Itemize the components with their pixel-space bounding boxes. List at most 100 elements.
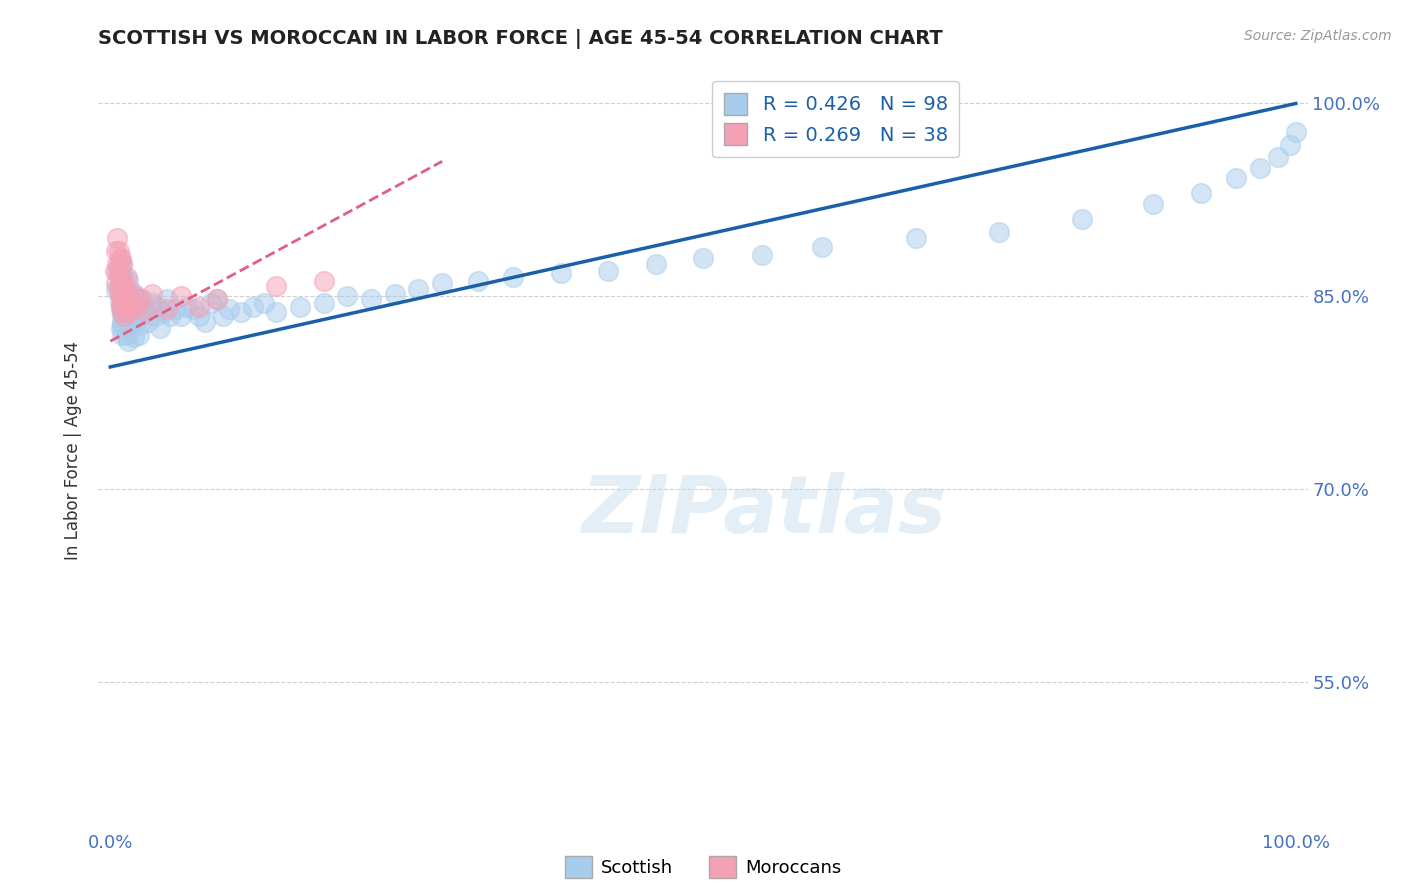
Point [115, 309, 138, 323]
Point [118, 309, 141, 323]
Point [108, 277, 131, 291]
Point [114, 327, 136, 342]
Point [110, 263, 132, 277]
Point [111, 257, 134, 271]
Point [212, 309, 235, 323]
Point [105, 257, 128, 271]
Point [176, 300, 198, 314]
Point [149, 321, 172, 335]
Point [111, 295, 134, 310]
Point [105, 231, 128, 245]
Point [111, 295, 134, 310]
Point [242, 300, 264, 314]
Point [1249, 161, 1271, 175]
Point [1225, 171, 1247, 186]
Point [1267, 151, 1289, 165]
Point [111, 304, 134, 318]
Point [114, 279, 136, 293]
Point [127, 309, 149, 323]
Point [105, 277, 128, 291]
Legend: R = 0.426   N = 98, R = 0.269   N = 38: R = 0.426 N = 98, R = 0.269 N = 38 [711, 81, 959, 157]
Point [129, 318, 152, 332]
Point [181, 302, 204, 317]
Point [644, 257, 666, 271]
Point [751, 248, 773, 262]
Point [112, 286, 135, 301]
Point [110, 251, 132, 265]
Point [122, 286, 145, 301]
Point [108, 295, 131, 310]
Point [110, 277, 132, 291]
Point [105, 283, 128, 297]
Point [122, 289, 145, 303]
Point [110, 321, 132, 335]
Point [141, 295, 163, 310]
Point [1189, 186, 1212, 201]
Point [253, 295, 276, 310]
Point [384, 286, 406, 301]
Point [128, 327, 150, 342]
Y-axis label: In Labor Force | Age 45-54: In Labor Force | Age 45-54 [65, 341, 83, 560]
Point [312, 295, 335, 310]
Point [112, 292, 135, 306]
Point [432, 277, 454, 291]
Point [114, 304, 136, 318]
Point [170, 289, 193, 303]
Point [117, 274, 139, 288]
Point [156, 292, 179, 306]
Point [125, 289, 148, 303]
Point [120, 283, 142, 297]
Point [136, 315, 159, 329]
Point [111, 274, 134, 288]
Point [170, 309, 193, 323]
Point [408, 281, 430, 295]
Point [110, 300, 132, 314]
Legend: Scottish, Moroccans: Scottish, Moroccans [557, 849, 849, 886]
Point [336, 289, 359, 303]
Text: ZIPatlas: ZIPatlas [581, 472, 946, 550]
Point [129, 309, 152, 323]
Point [105, 263, 128, 277]
Point [125, 300, 148, 314]
Point [165, 302, 187, 317]
Point [188, 309, 211, 323]
Point [111, 277, 134, 291]
Text: Source: ZipAtlas.com: Source: ZipAtlas.com [1244, 29, 1392, 43]
Point [1285, 125, 1308, 139]
Point [111, 270, 134, 285]
Point [111, 309, 134, 323]
Point [111, 279, 134, 293]
Point [115, 270, 138, 285]
Point [143, 309, 166, 323]
Point [114, 302, 136, 317]
Point [205, 292, 228, 306]
Point [194, 315, 217, 329]
Point [264, 304, 287, 318]
Point [146, 300, 169, 314]
Point [159, 309, 181, 323]
Point [110, 302, 132, 317]
Point [1071, 212, 1094, 227]
Point [200, 295, 222, 310]
Point [218, 302, 240, 317]
Point [108, 253, 131, 268]
Point [264, 279, 287, 293]
Point [111, 283, 134, 297]
Point [121, 295, 143, 310]
Point [117, 315, 139, 329]
Point [118, 289, 141, 303]
Point [135, 304, 157, 318]
Point [692, 251, 714, 265]
Point [312, 274, 335, 288]
Point [467, 274, 489, 288]
Point [114, 300, 136, 314]
Point [550, 266, 572, 280]
Point [598, 263, 620, 277]
Point [1278, 137, 1301, 152]
Point [229, 304, 252, 318]
Point [988, 225, 1011, 239]
Point [121, 318, 143, 332]
Point [107, 244, 129, 259]
Point [111, 327, 134, 342]
Point [117, 334, 139, 349]
